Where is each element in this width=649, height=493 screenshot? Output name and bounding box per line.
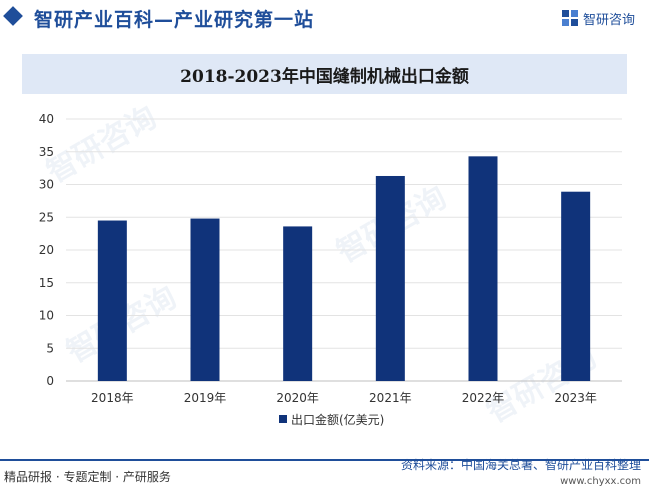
footer-divider: [0, 459, 649, 461]
footer-url[interactable]: www.chyxx.com: [560, 476, 641, 487]
y-tick-label: 0: [46, 374, 54, 388]
y-tick-label: 20: [39, 243, 54, 257]
chart-title: 2018-2023年中国缝制机械出口金额: [180, 66, 469, 87]
x-tick-label: 2018年: [91, 391, 134, 405]
bar-2019年: [190, 218, 220, 381]
y-tick-label: 30: [39, 178, 54, 192]
legend-label: 出口金额(亿美元): [291, 412, 384, 427]
x-tick-label: 2023年: [554, 391, 597, 405]
header-title: 智研产业百科—产业研究第一站: [34, 9, 315, 31]
x-tick-label: 2022年: [462, 391, 505, 405]
x-tick-label: 2019年: [184, 391, 227, 405]
bar-2023年: [561, 191, 591, 381]
chart-title-panel: 2018-2023年中国缝制机械出口金额: [22, 54, 627, 94]
bar-2022年: [468, 156, 498, 381]
y-tick-label: 15: [39, 276, 54, 290]
bar-2018年: [97, 220, 127, 381]
bar-2020年: [283, 226, 313, 381]
brand[interactable]: 智研咨询: [561, 8, 635, 28]
x-tick-label: 2021年: [369, 391, 412, 405]
bar-chart: 0 5 10 15 20 25 30 35 40 2018年 2019年 2020年 2021年 202…: [39, 112, 622, 427]
y-tick-label: 5: [46, 341, 54, 355]
grid-layer: [66, 118, 622, 382]
legend-swatch: [279, 415, 287, 423]
brand-name: 智研咨询: [582, 12, 635, 28]
y-tick-labels: 0 5 10 15 20 25 30 35 40: [39, 112, 54, 388]
y-tick-label: 25: [39, 210, 54, 224]
y-tick-label: 35: [39, 145, 54, 159]
footer-tagline: 精品研报 · 专题定制 · 产研服务: [4, 470, 171, 484]
x-tick-label: 2020年: [276, 391, 319, 405]
bars: [97, 156, 591, 381]
brand-logo-icon: [561, 10, 578, 26]
bar-2021年: [375, 175, 405, 381]
y-tick-label: 10: [39, 309, 54, 323]
x-tick-labels: 2018年 2019年 2020年 2021年 2022年 2023年: [91, 391, 597, 405]
y-tick-label: 40: [39, 112, 54, 126]
header-band: 智研产业百科—产业研究第一站 智研咨询: [0, 0, 649, 36]
footer-source: 资料来源：中国海关总署、智研产业百科整理: [400, 458, 641, 472]
legend: 出口金额(亿美元): [279, 412, 384, 427]
